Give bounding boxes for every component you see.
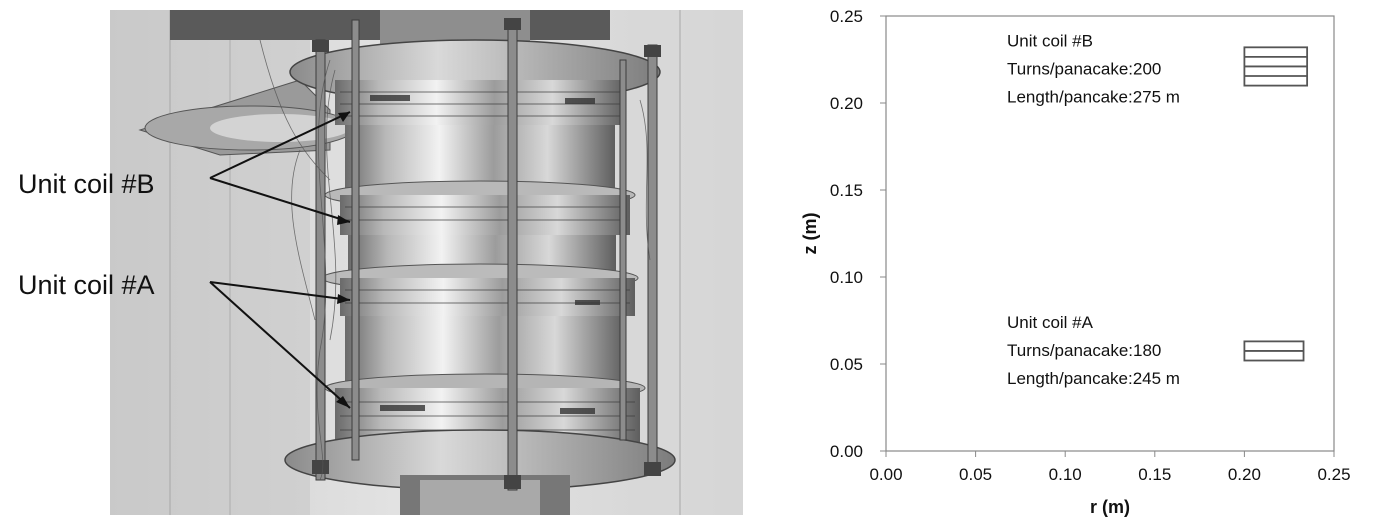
x-tick-label: 0.15 <box>1138 465 1171 484</box>
callout-unit-coil-a-label: Unit coil #A <box>18 270 155 300</box>
x-tick-label: 0.20 <box>1228 465 1261 484</box>
x-tick-label: 0.10 <box>1049 465 1082 484</box>
coil-annotation-line: Unit coil #A <box>1007 313 1094 332</box>
x-axis-label: r (m) <box>1090 497 1130 517</box>
x-axis-ticks: 0.00 0.05 0.10 0.15 0.20 0.25 <box>869 451 1351 484</box>
x-tick-label: 0.00 <box>869 465 902 484</box>
coil-annotation-line: Turns/panacake:180 <box>1007 341 1161 360</box>
callout-unit-coil-b-label: Unit coil #B <box>18 169 155 199</box>
x-tick-label: 0.05 <box>959 465 992 484</box>
coil-pancake-upper <box>340 195 630 235</box>
coil-photo-panel: Unit coil #B Unit coil #A <box>18 10 743 515</box>
y-tick-label: 0.10 <box>830 268 863 287</box>
y-tick-label: 0.25 <box>830 7 863 26</box>
y-tick-label: 0.00 <box>830 442 863 461</box>
coil-annotations: Unit coil #B Turns/panacake:200 Length/pan… <box>1007 31 1180 387</box>
coil-annotation-line: Length/pancake:275 m <box>1007 87 1180 106</box>
coil-annotation-line: Unit coil #B <box>1007 31 1093 50</box>
callout-arrows <box>209 111 351 409</box>
coil-annotation-line: Turns/panacake:200 <box>1007 59 1161 78</box>
y-axis-label: z (m) <box>800 213 820 255</box>
y-tick-label: 0.05 <box>830 355 863 374</box>
y-axis-ticks: 0.00 0.05 0.10 0.15 0.20 0.25 <box>830 7 886 461</box>
y-tick-label: 0.20 <box>830 94 863 113</box>
coil-pancake-middle <box>340 278 635 316</box>
coil-shapes <box>1243 46 1309 362</box>
plot-area <box>885 15 1335 452</box>
coil-annotation-line: Length/pancake:245 m <box>1007 369 1180 388</box>
coil-photograph <box>110 10 743 515</box>
x-tick-label: 0.25 <box>1317 465 1350 484</box>
coil-cross-section-chart: 0.00 0.05 0.10 0.15 0.20 0.25 0.00 0.05 0.10 0.1… <box>760 0 1400 520</box>
y-tick-label: 0.15 <box>830 181 863 200</box>
chart-svg: 0.00 0.05 0.10 0.15 0.20 0.25 0.00 0.05 0.10 0.1… <box>800 7 1351 517</box>
